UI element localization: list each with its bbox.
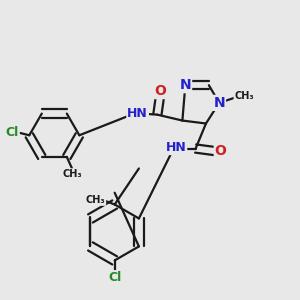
Text: Cl: Cl (6, 126, 19, 139)
Text: O: O (154, 84, 166, 98)
Text: CH₃: CH₃ (62, 169, 82, 179)
Text: O: O (215, 145, 226, 158)
Text: HN: HN (166, 141, 186, 154)
Text: Cl: Cl (108, 271, 122, 284)
Text: N: N (179, 78, 191, 92)
Text: CH₃: CH₃ (86, 195, 105, 205)
Text: CH₃: CH₃ (234, 91, 254, 100)
Text: N: N (213, 96, 225, 110)
Text: HN: HN (127, 107, 148, 120)
